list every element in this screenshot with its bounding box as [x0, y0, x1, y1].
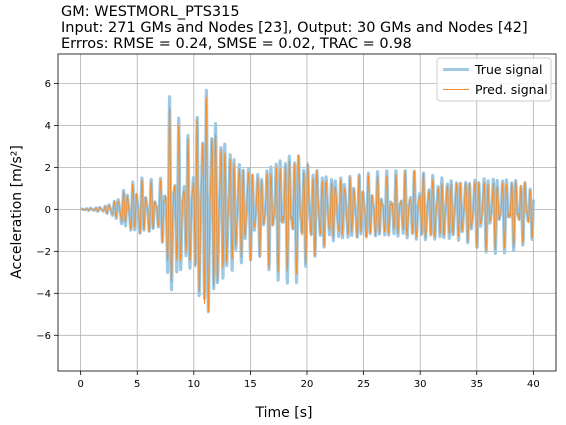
- x-tick-label: 35: [470, 379, 483, 390]
- legend-pred-label: Pred. signal: [475, 82, 548, 97]
- title-line-io: Input: 271 GMs and Nodes [23], Output: 3…: [61, 20, 528, 36]
- y-tick-label: 4: [45, 121, 51, 132]
- axis-ticks: 0 5 10 15 20 25 30 35 40 −6 −4 −2 0 2 4 6: [36, 79, 539, 390]
- y-tick-label: 0: [45, 205, 51, 216]
- y-tick-label: −2: [36, 247, 51, 258]
- title-line-gm: GM: WESTMORL_PTS315: [61, 4, 240, 20]
- x-axis-label: Time [s]: [255, 405, 313, 421]
- x-tick-label: 25: [357, 379, 370, 390]
- legend: True signal Pred. signal: [436, 57, 552, 102]
- y-tick-label: 6: [45, 79, 51, 90]
- x-tick-label: 15: [244, 379, 257, 390]
- legend-true-label: True signal: [474, 62, 543, 77]
- y-tick-label: −6: [36, 331, 51, 342]
- x-tick-label: 10: [187, 379, 200, 390]
- x-tick-label: 0: [77, 379, 83, 390]
- title-line-errors: Errros: RMSE = 0.24, SMSE = 0.02, TRAC =…: [61, 36, 412, 52]
- y-axis-label: Acceleration [m/s²]: [9, 145, 25, 279]
- y-tick-label: −4: [36, 289, 51, 300]
- plot-series: [79, 88, 535, 314]
- y-tick-label: 2: [45, 163, 51, 174]
- chart-title: GM: WESTMORL_PTS315 Input: 271 GMs and N…: [61, 4, 528, 52]
- x-tick-label: 30: [414, 379, 427, 390]
- pred-signal-line: [80, 97, 534, 312]
- x-tick-label: 40: [527, 379, 540, 390]
- x-tick-label: 5: [134, 379, 140, 390]
- x-tick-label: 20: [301, 379, 314, 390]
